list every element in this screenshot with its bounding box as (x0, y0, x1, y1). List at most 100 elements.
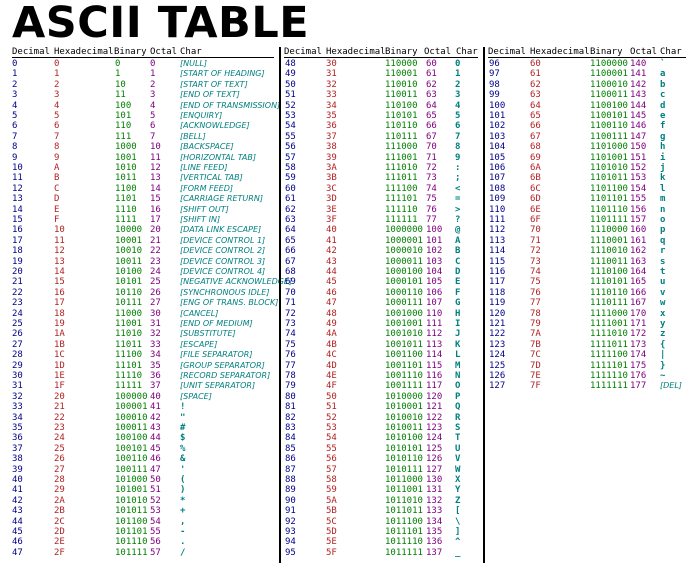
hex-cell: 1 (54, 69, 60, 80)
octal-cell: 140 (630, 59, 647, 69)
hex-cell: 3D (326, 194, 337, 205)
hex-cell: 2B (54, 506, 65, 517)
char-cell: [ACKNOWLEDGE] (180, 121, 250, 131)
decimal-cell: 57 (285, 152, 296, 163)
char-cell: [DEVICE CONTROL 4] (180, 267, 266, 276)
octal-cell: 41 (150, 402, 161, 413)
binary-cell: 1000101 (385, 277, 423, 288)
binary-cell: 111000 (385, 142, 418, 153)
octal-cell: 10 (150, 142, 161, 153)
char-cell: - (180, 527, 186, 537)
table-row: 45 2D 101101 55 - (12, 527, 278, 537)
table-row: 6 6 110 6 [ACKNOWLEDGE] (12, 121, 278, 131)
table-row: 0 0 0 0 [NULL] (12, 59, 278, 69)
table-row: 58 3A 111010 72: (284, 163, 482, 173)
binary-cell: 11001 (115, 319, 143, 329)
char-cell: [DEVICE CONTROL 2] (180, 246, 266, 256)
hex-cell: 2D (54, 527, 65, 537)
octal-cell: 104 (426, 267, 443, 277)
decimal-cell: 1 (12, 69, 18, 80)
decimal-cell: 101 (489, 111, 506, 121)
octal-cell: 46 (150, 454, 161, 465)
header-char: Char (456, 47, 478, 57)
decimal-cell: 26 (12, 329, 23, 340)
table-row: 30 1E 11110 36 [RECORD SEPARATOR] (12, 371, 278, 381)
hex-cell: 5B (326, 506, 337, 517)
table-row: 118 76 1110110 166 v (488, 288, 690, 298)
decimal-cell: 89 (285, 485, 296, 496)
octal-cell: 47 (150, 464, 161, 475)
binary-cell: 1001000 (385, 308, 423, 319)
decimal-cell: 77 (285, 360, 296, 371)
column-divider (279, 47, 281, 563)
char-cell: [FILE SEPARATOR] (180, 350, 253, 360)
decimal-cell: 110 (489, 204, 506, 215)
hex-cell: 75 (530, 277, 541, 288)
octal-cell: 141 (630, 69, 647, 80)
decimal-cell: 97 (489, 69, 500, 80)
table-row: 73 49 1001001 111 I (284, 319, 482, 329)
char-cell: [DEL] (660, 381, 682, 391)
hex-cell: 16 (54, 287, 65, 298)
octal-cell: 70 (426, 142, 437, 153)
table-row: 124 7C 1111100 174 | (488, 350, 690, 360)
char-cell: f (660, 121, 666, 132)
octal-cell: 131 (426, 485, 443, 496)
table-row: 104 68 1101000 150 h (488, 142, 690, 152)
table-row: 120 78 1111000 170 x (488, 309, 690, 319)
char-cell: I (455, 319, 461, 329)
decimal-cell: 126 (489, 371, 506, 381)
decimal-cell: 60 (285, 183, 296, 194)
hex-cell: 35 (326, 111, 337, 121)
char-cell: _ (455, 547, 461, 558)
hex-cell: 4E (326, 371, 337, 381)
table-row: 92 5C 1011100 134 \ (284, 517, 482, 527)
decimal-cell: 69 (285, 277, 296, 288)
hex-cell: 4A (326, 329, 337, 340)
table-row: 101 65 1100101 145 e (488, 111, 690, 121)
octal-cell: 167 (630, 298, 647, 309)
table-row: 93 5D 1011101 135] (284, 527, 482, 537)
char-cell: [UNIT SEPARATOR] (180, 381, 256, 391)
table-row: 19 13 10011 23 [DEVICE CONTROL 3] (12, 257, 278, 267)
char-cell: @ (455, 225, 461, 236)
table-row: 97 61 1100001 141 a (488, 69, 690, 79)
decimal-cell: 119 (489, 298, 506, 309)
binary-cell: 11100 (115, 350, 143, 361)
hex-cell: 38 (326, 142, 337, 153)
octal-cell: 111 (426, 319, 443, 329)
decimal-cell: 66 (285, 246, 296, 257)
decimal-cell: 35 (12, 423, 23, 433)
table-row: 121 79 1111001 171 y (488, 319, 690, 329)
binary-cell: 1010110 (385, 454, 423, 465)
char-cell: B (455, 246, 461, 257)
octal-cell: 37 (150, 381, 161, 392)
hex-cell: 40 (326, 225, 337, 236)
hex-cell: C (54, 183, 60, 194)
table-row: 67 43 1000011 103 C (284, 257, 482, 267)
hex-cell: 68 (530, 142, 541, 153)
hex-cell: 15 (54, 277, 65, 288)
char-cell: O (455, 381, 461, 392)
table-row: 65 41 1000001 101 A (284, 236, 482, 246)
binary-cell: 1100111 (590, 131, 628, 142)
binary-cell: 1010011 (385, 423, 423, 433)
hex-cell: 33 (326, 90, 337, 101)
binary-cell: 1011101 (385, 527, 423, 537)
char-cell: b (660, 79, 666, 90)
char-cell: * (180, 495, 186, 506)
octal-cell: 121 (426, 402, 443, 413)
binary-cell: 1000001 (385, 235, 423, 246)
octal-cell: 173 (630, 339, 647, 350)
table-row: 113 71 1110001 161 q (488, 236, 690, 246)
hex-cell: 4C (326, 350, 337, 361)
char-cell: . (180, 537, 186, 548)
hex-cell: 6F (530, 215, 541, 225)
binary-cell: 1111101 (590, 360, 628, 371)
decimal-cell: 33 (12, 402, 23, 413)
octal-cell: 143 (630, 90, 647, 101)
char-cell: T (455, 433, 461, 444)
char-cell: ' (180, 464, 186, 475)
char-cell: " (180, 412, 186, 423)
table-row: 1 1 1 1 [START OF HEADING] (12, 69, 278, 79)
